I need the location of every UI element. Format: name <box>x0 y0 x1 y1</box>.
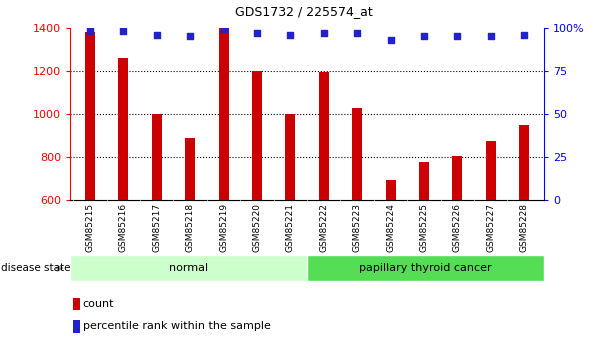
Point <box>486 33 496 39</box>
Point <box>286 32 295 37</box>
Bar <box>152 114 162 200</box>
Bar <box>352 108 362 200</box>
Text: normal: normal <box>169 263 208 273</box>
Point <box>352 30 362 36</box>
Text: disease state: disease state <box>1 263 71 273</box>
Text: GDS1732 / 225574_at: GDS1732 / 225574_at <box>235 5 373 18</box>
Bar <box>185 138 195 200</box>
Point <box>119 28 128 34</box>
Text: GSM85222: GSM85222 <box>319 203 328 252</box>
Point <box>519 32 529 37</box>
Text: GSM85215: GSM85215 <box>86 203 94 252</box>
Text: GSM85221: GSM85221 <box>286 203 295 252</box>
Bar <box>119 58 128 200</box>
Bar <box>252 71 262 200</box>
Point <box>385 37 395 42</box>
Point <box>319 30 328 36</box>
Point <box>252 30 262 36</box>
Text: GSM85227: GSM85227 <box>486 203 496 252</box>
Bar <box>385 180 396 200</box>
Bar <box>70 255 307 281</box>
Bar <box>285 114 295 200</box>
Text: GSM85219: GSM85219 <box>219 203 228 252</box>
Bar <box>73 320 80 333</box>
Bar <box>519 125 529 200</box>
Text: GSM85220: GSM85220 <box>252 203 261 252</box>
Point <box>419 33 429 39</box>
Text: GSM85224: GSM85224 <box>386 203 395 252</box>
Text: GSM85223: GSM85223 <box>353 203 362 252</box>
Bar <box>319 72 329 200</box>
Point <box>152 32 162 37</box>
Text: percentile rank within the sample: percentile rank within the sample <box>83 322 271 332</box>
Bar <box>218 28 229 200</box>
Text: GSM85218: GSM85218 <box>185 203 195 252</box>
Text: GSM85225: GSM85225 <box>420 203 429 252</box>
Text: GSM85216: GSM85216 <box>119 203 128 252</box>
Text: GSM85226: GSM85226 <box>453 203 462 252</box>
Bar <box>85 32 95 200</box>
Point <box>219 27 229 32</box>
Point <box>452 33 462 39</box>
Point <box>185 33 195 39</box>
Bar <box>73 298 80 310</box>
Bar <box>486 141 496 200</box>
Bar <box>307 255 544 281</box>
Text: papillary thyroid cancer: papillary thyroid cancer <box>359 263 492 273</box>
Bar <box>452 156 462 200</box>
Text: count: count <box>83 299 114 309</box>
Point <box>85 28 95 34</box>
Text: GSM85228: GSM85228 <box>520 203 528 252</box>
Text: GSM85217: GSM85217 <box>152 203 161 252</box>
Bar <box>419 162 429 200</box>
